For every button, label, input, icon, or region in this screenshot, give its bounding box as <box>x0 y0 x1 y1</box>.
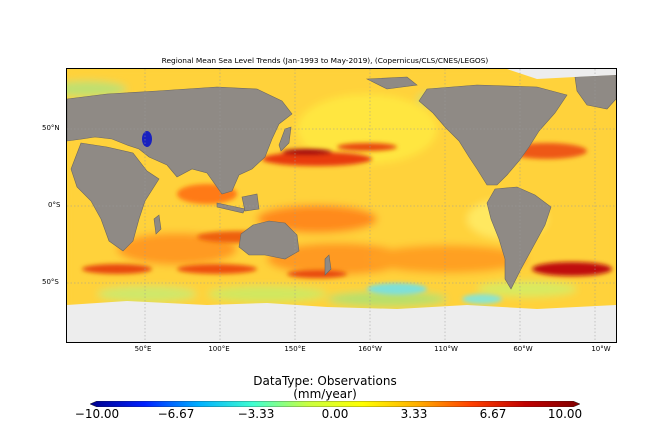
lon-label-10w: 10°W <box>591 345 611 353</box>
polar-ice <box>67 69 616 342</box>
colorbar <box>90 401 580 407</box>
lon-label-100e: 100°E <box>208 345 230 353</box>
colorbar-title: DataType: Observations <box>253 374 397 388</box>
colorbar-tick: 0.00 <box>321 407 349 421</box>
colorbar-unit: (mm/year) <box>293 387 357 401</box>
lat-label-0: 0°S <box>48 201 61 209</box>
colorbar-tick: 6.67 <box>479 407 507 421</box>
colorbar-tick: −6.67 <box>157 407 195 421</box>
land-masses <box>67 74 616 290</box>
lat-label-50s: 50°S <box>42 278 59 286</box>
map-title: Regional Mean Sea Level Trends (Jan-1993… <box>161 56 489 65</box>
lat-label-50n: 50°N <box>42 124 60 132</box>
graticule <box>67 69 616 342</box>
colorbar-tick: −3.33 <box>237 407 275 421</box>
lon-label-160w: 160°W <box>358 345 382 353</box>
lon-label-150e: 150°E <box>284 345 306 353</box>
caspian-sea-low-trend <box>142 131 152 147</box>
lon-label-110w: 110°W <box>434 345 458 353</box>
lon-label-60w: 60°W <box>513 345 533 353</box>
sea-level-trend-map <box>66 68 617 343</box>
colorbar-tick: −10.00 <box>74 407 120 421</box>
colorbar-tick: 10.00 <box>547 407 583 421</box>
lon-label-50e: 50°E <box>134 345 152 353</box>
colorbar-tick: 3.33 <box>400 407 428 421</box>
